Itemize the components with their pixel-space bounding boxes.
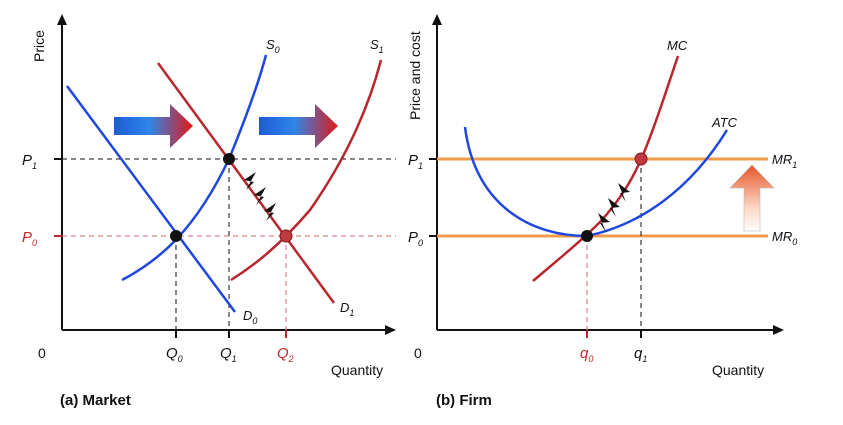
market-supply-s1-curve — [230, 59, 383, 282]
firm-movement-arrows — [598, 183, 630, 232]
firm-mc-label: MC — [667, 38, 688, 53]
firm-chevron-2 — [608, 198, 620, 217]
firm-atc-curve — [463, 126, 729, 238]
firm-chevron-1 — [618, 183, 630, 202]
firm-x-axis-label: Quantity — [712, 362, 764, 378]
market-x-axis-arrowhead — [385, 325, 396, 335]
market-equilibrium-short-run — [223, 153, 235, 165]
market-equilibrium-new — [279, 229, 293, 243]
market-d0-label: D0 — [243, 308, 257, 326]
market-s0-label: S0 — [266, 37, 280, 55]
firm-axes — [432, 14, 784, 335]
firm-q1-label: q1 — [634, 345, 647, 364]
market-q1-label: Q1 — [220, 345, 237, 364]
market-shift-arrow-left — [114, 104, 193, 148]
firm-q0-label: q0 — [580, 345, 593, 364]
market-demand-d0-curve — [65, 85, 237, 313]
market-chevron-3 — [264, 203, 276, 221]
market-equilibrium-initial — [170, 230, 182, 242]
market-axes — [57, 14, 396, 335]
market-p0-label: P0 — [22, 229, 37, 248]
market-q0-label: Q0 — [166, 345, 183, 364]
firm-y-axis-label: Price and cost — [407, 31, 423, 120]
firm-equilibrium-initial — [581, 230, 593, 242]
market-d1-label: D1 — [340, 300, 354, 318]
market-x-axis-label: Quantity — [331, 362, 383, 378]
firm-mr0-label: MR0 — [772, 229, 797, 247]
firm-p1-label: P1 — [408, 152, 423, 171]
market-demand-d1-curve — [156, 62, 336, 304]
firm-x-axis-arrowhead — [773, 325, 784, 335]
firm-mr1-label: MR1 — [772, 152, 797, 170]
firm-mc-curve — [532, 55, 680, 282]
firm-equilibrium-new — [634, 152, 648, 166]
firm-caption: (b) Firm — [436, 392, 492, 409]
market-y-axis-arrowhead — [57, 14, 67, 25]
market-s1-label: S1 — [370, 37, 384, 55]
market-y-axis-label: Price — [31, 30, 47, 62]
firm-p0-label: P0 — [408, 229, 423, 248]
firm-panel: Price and cost Quantity 0 P1 P0 q0 q1 MC… — [407, 14, 797, 409]
market-supply-s0-curve — [121, 54, 268, 282]
market-shift-arrow-right — [259, 104, 338, 148]
market-chevron-2 — [254, 187, 266, 205]
firm-chevron-3 — [598, 213, 610, 232]
firm-price-rise-arrow — [729, 164, 775, 232]
market-movement-arrows — [244, 172, 276, 221]
market-q2-label: Q2 — [277, 345, 294, 364]
firm-y-axis-arrowhead — [432, 14, 442, 25]
market-origin-label: 0 — [38, 345, 46, 361]
firm-origin-label: 0 — [414, 345, 422, 361]
market-chevron-1 — [244, 172, 256, 190]
market-p1-label: P1 — [22, 152, 37, 171]
market-caption: (a) Market — [60, 392, 131, 409]
firm-atc-label: ATC — [711, 115, 738, 130]
market-panel: Price Quantity 0 P1 P0 Q0 Q1 Q2 S0 S1 D0… — [22, 14, 396, 409]
